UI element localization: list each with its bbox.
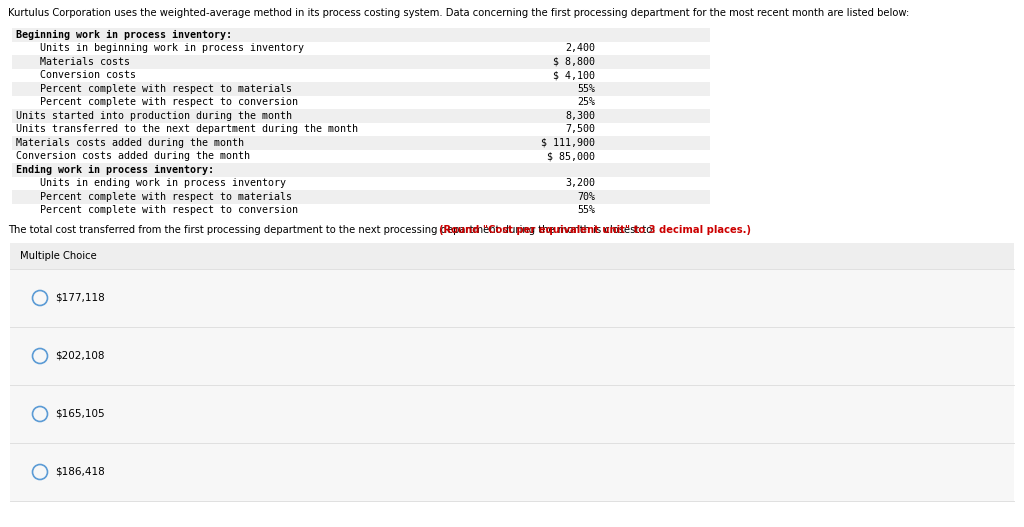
FancyBboxPatch shape <box>12 163 710 177</box>
Text: Beginning work in process inventory:: Beginning work in process inventory: <box>16 30 232 40</box>
Text: Materials costs added during the month: Materials costs added during the month <box>16 138 244 148</box>
Text: Percent complete with respect to conversion: Percent complete with respect to convers… <box>16 97 298 108</box>
Text: 70%: 70% <box>577 192 595 202</box>
Text: $ 111,900: $ 111,900 <box>541 138 595 148</box>
Text: Units started into production during the month: Units started into production during the… <box>16 111 292 121</box>
FancyBboxPatch shape <box>12 122 710 136</box>
Text: $ 4,100: $ 4,100 <box>553 70 595 80</box>
Text: 2,400: 2,400 <box>565 43 595 53</box>
FancyBboxPatch shape <box>12 28 710 42</box>
Text: 8,300: 8,300 <box>565 111 595 121</box>
Text: 55%: 55% <box>577 84 595 94</box>
FancyBboxPatch shape <box>12 95 710 109</box>
Text: 55%: 55% <box>577 205 595 215</box>
Text: Conversion costs added during the month: Conversion costs added during the month <box>16 151 250 161</box>
Text: $165,105: $165,105 <box>55 409 104 419</box>
Text: Units transferred to the next department during the month: Units transferred to the next department… <box>16 124 358 134</box>
Text: $202,108: $202,108 <box>55 351 104 361</box>
Text: Percent complete with respect to conversion: Percent complete with respect to convers… <box>16 205 298 215</box>
Text: Kurtulus Corporation uses the weighted-average method in its process costing sys: Kurtulus Corporation uses the weighted-a… <box>8 8 909 18</box>
FancyBboxPatch shape <box>12 55 710 69</box>
FancyBboxPatch shape <box>10 385 1014 443</box>
FancyBboxPatch shape <box>10 269 1014 327</box>
Text: Units in ending work in process inventory: Units in ending work in process inventor… <box>16 178 286 188</box>
FancyBboxPatch shape <box>12 203 710 217</box>
Text: Multiple Choice: Multiple Choice <box>20 251 96 261</box>
FancyBboxPatch shape <box>10 443 1014 501</box>
Text: $ 8,800: $ 8,800 <box>553 57 595 67</box>
Text: 3,200: 3,200 <box>565 178 595 188</box>
Text: (Round "Cost per equivalent unit" to 3 decimal places.): (Round "Cost per equivalent unit" to 3 d… <box>438 225 751 235</box>
FancyBboxPatch shape <box>12 82 710 95</box>
Text: Percent complete with respect to materials: Percent complete with respect to materia… <box>16 84 292 94</box>
Text: $177,118: $177,118 <box>55 293 104 303</box>
FancyBboxPatch shape <box>12 136 710 150</box>
Text: Conversion costs: Conversion costs <box>16 70 136 80</box>
Text: $ 85,000: $ 85,000 <box>547 151 595 161</box>
Text: Units in beginning work in process inventory: Units in beginning work in process inven… <box>16 43 304 53</box>
FancyBboxPatch shape <box>12 190 710 203</box>
FancyBboxPatch shape <box>10 327 1014 385</box>
Text: 25%: 25% <box>577 97 595 108</box>
FancyBboxPatch shape <box>12 42 710 55</box>
Text: Materials costs: Materials costs <box>16 57 130 67</box>
Text: $186,418: $186,418 <box>55 467 104 477</box>
Text: 7,500: 7,500 <box>565 124 595 134</box>
FancyBboxPatch shape <box>12 150 710 163</box>
FancyBboxPatch shape <box>12 177 710 190</box>
Text: Percent complete with respect to materials: Percent complete with respect to materia… <box>16 192 292 202</box>
FancyBboxPatch shape <box>12 109 710 122</box>
Text: Ending work in process inventory:: Ending work in process inventory: <box>16 165 214 175</box>
FancyBboxPatch shape <box>12 69 710 82</box>
FancyBboxPatch shape <box>10 243 1014 269</box>
Text: The total cost transferred from the first processing department to the next proc: The total cost transferred from the firs… <box>8 225 658 235</box>
